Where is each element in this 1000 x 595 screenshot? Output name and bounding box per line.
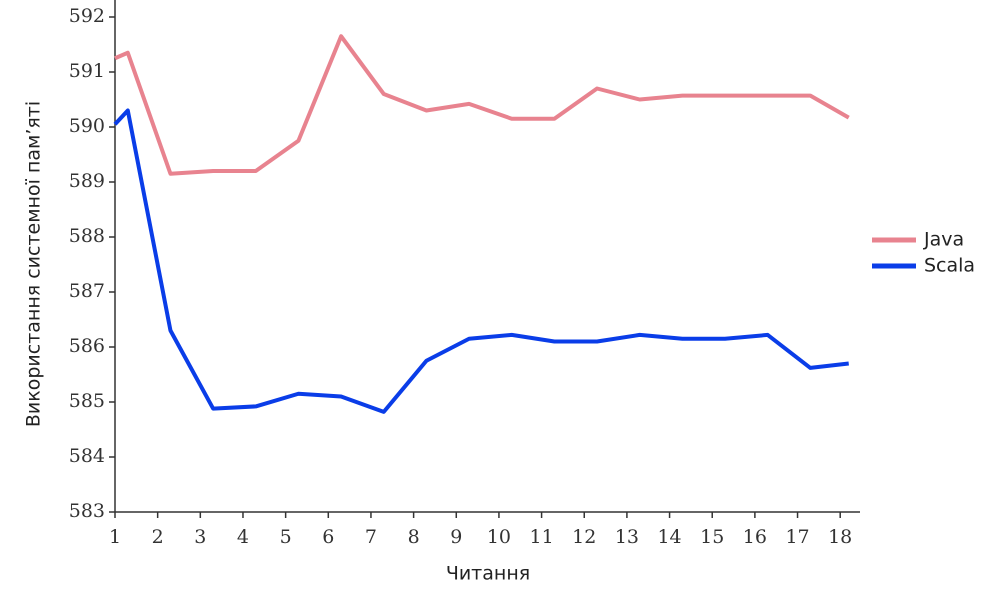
x-tick-label: 13 bbox=[615, 526, 639, 548]
x-tick-label: 10 bbox=[487, 526, 511, 548]
y-tick-label: 584 bbox=[69, 445, 105, 467]
y-tick-label: 585 bbox=[69, 390, 105, 412]
x-tick-label: 9 bbox=[450, 526, 462, 548]
x-tick-label: 1 bbox=[109, 526, 121, 548]
x-tick-label: 2 bbox=[152, 526, 164, 548]
x-axis-label: Читання bbox=[446, 563, 530, 585]
y-axis-label: Використання системної пам’яті bbox=[23, 101, 45, 427]
line-series bbox=[114, 34, 850, 176]
x-tick-label: 15 bbox=[700, 526, 724, 548]
x-tick-label: 8 bbox=[408, 526, 420, 548]
x-tick-label: 14 bbox=[657, 526, 681, 548]
line-series bbox=[113, 108, 849, 414]
y-tick-label: 592 bbox=[69, 5, 105, 27]
x-tick-label: 18 bbox=[828, 526, 852, 548]
x-tick-label: 3 bbox=[194, 526, 206, 548]
y-tick-label: 591 bbox=[69, 60, 105, 82]
x-tick-label: 12 bbox=[572, 526, 596, 548]
y-tick-label: 587 bbox=[69, 280, 105, 302]
legend-label: Java bbox=[923, 229, 964, 251]
y-tick-label: 589 bbox=[69, 170, 105, 192]
y-tick-label: 590 bbox=[69, 115, 105, 137]
y-tick-label: 588 bbox=[69, 225, 105, 247]
y-tick-label: 586 bbox=[69, 335, 105, 357]
x-tick-label: 17 bbox=[785, 526, 809, 548]
x-tick-label: 4 bbox=[237, 526, 249, 548]
y-tick-label: 583 bbox=[69, 500, 105, 522]
x-tick-label: 6 bbox=[322, 526, 334, 548]
x-tick-label: 7 bbox=[365, 526, 377, 548]
x-tick-label: 5 bbox=[280, 526, 292, 548]
x-tick-label: 11 bbox=[529, 526, 553, 548]
legend-label: Scala bbox=[924, 255, 975, 277]
x-tick-label: 16 bbox=[743, 526, 767, 548]
